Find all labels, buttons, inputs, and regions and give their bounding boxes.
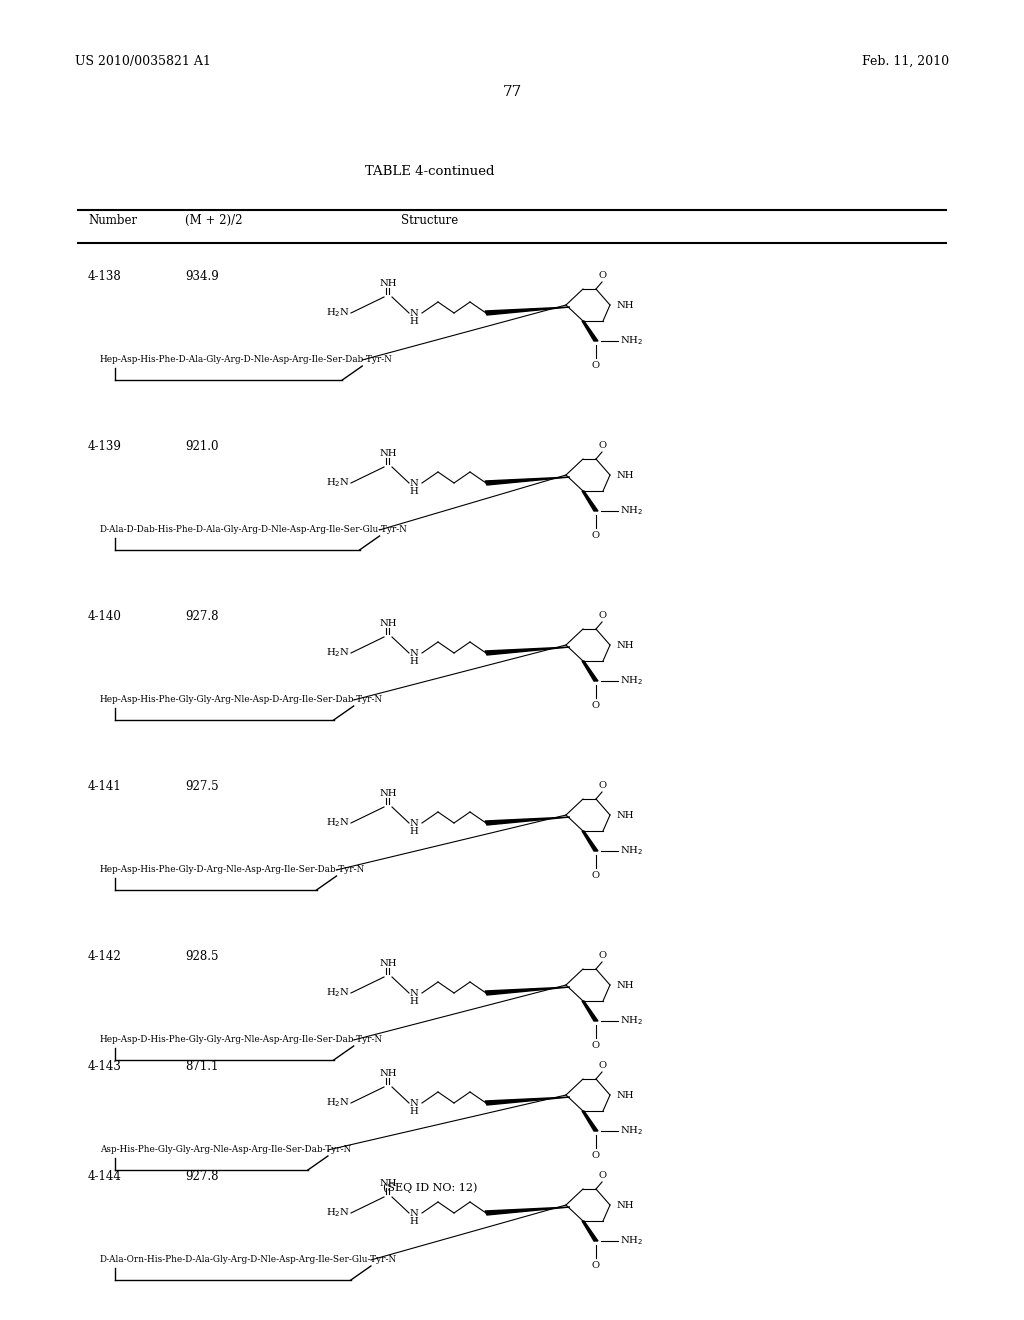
Text: H: H: [410, 828, 419, 837]
Text: TABLE 4-continued: TABLE 4-continued: [366, 165, 495, 178]
Text: N: N: [410, 1098, 419, 1107]
Polygon shape: [582, 661, 598, 681]
Text: N: N: [410, 818, 419, 828]
Text: 4-141: 4-141: [88, 780, 122, 793]
Text: H: H: [410, 1107, 419, 1117]
Text: US 2010/0035821 A1: US 2010/0035821 A1: [75, 55, 211, 69]
Text: Number: Number: [88, 214, 137, 227]
Text: N: N: [410, 479, 419, 487]
Text: Hep-Asp-His-Phe-Gly-D-Arg-Nle-Asp-Arg-Ile-Ser-Dab-Tyr-N: Hep-Asp-His-Phe-Gly-D-Arg-Nle-Asp-Arg-Il…: [100, 866, 366, 874]
Text: H: H: [410, 657, 419, 667]
Text: 4-139: 4-139: [88, 440, 122, 453]
Polygon shape: [485, 308, 570, 315]
Text: NH$_2$: NH$_2$: [620, 334, 643, 347]
Text: H$_2$N: H$_2$N: [326, 986, 350, 999]
Text: H$_2$N: H$_2$N: [326, 647, 350, 660]
Text: 4-144: 4-144: [88, 1170, 122, 1183]
Text: H$_2$N: H$_2$N: [326, 1097, 350, 1109]
Polygon shape: [485, 477, 570, 484]
Text: NH: NH: [379, 279, 396, 288]
Text: N: N: [410, 648, 419, 657]
Text: O: O: [599, 610, 607, 619]
Text: 928.5: 928.5: [185, 950, 218, 964]
Text: NH: NH: [379, 619, 396, 627]
Text: N: N: [410, 309, 419, 318]
Polygon shape: [582, 1221, 598, 1241]
Text: Hep-Asp-His-Phe-Gly-Gly-Arg-Nle-Asp-D-Arg-Ile-Ser-Dab-Tyr-N: Hep-Asp-His-Phe-Gly-Gly-Arg-Nle-Asp-D-Ar…: [100, 696, 383, 705]
Text: O: O: [599, 441, 607, 450]
Polygon shape: [485, 647, 570, 655]
Text: D-Ala-D-Dab-His-Phe-D-Ala-Gly-Arg-D-Nle-Asp-Arg-Ile-Ser-Glu-Tyr-N: D-Ala-D-Dab-His-Phe-D-Ala-Gly-Arg-D-Nle-…: [100, 525, 408, 535]
Text: NH: NH: [379, 1179, 396, 1188]
Text: NH: NH: [379, 788, 396, 797]
Text: H$_2$N: H$_2$N: [326, 817, 350, 829]
Text: Structure: Structure: [401, 214, 459, 227]
Polygon shape: [485, 1206, 570, 1214]
Text: N: N: [410, 989, 419, 998]
Text: O: O: [599, 1060, 607, 1069]
Text: O: O: [599, 271, 607, 280]
Text: O: O: [592, 1262, 600, 1270]
Text: N: N: [410, 1209, 419, 1217]
Text: O: O: [599, 780, 607, 789]
Text: NH: NH: [616, 1090, 634, 1100]
Polygon shape: [582, 321, 598, 341]
Text: NH: NH: [616, 1200, 634, 1209]
Text: 927.5: 927.5: [185, 780, 219, 793]
Text: O: O: [592, 1151, 600, 1160]
Text: NH: NH: [616, 640, 634, 649]
Text: NH$_2$: NH$_2$: [620, 675, 643, 688]
Text: Hep-Asp-His-Phe-D-Ala-Gly-Arg-D-Nle-Asp-Arg-Ile-Ser-Dab-Tyr-N: Hep-Asp-His-Phe-D-Ala-Gly-Arg-D-Nle-Asp-…: [100, 355, 393, 364]
Text: NH: NH: [616, 470, 634, 479]
Text: 927.8: 927.8: [185, 610, 218, 623]
Text: H: H: [410, 487, 419, 496]
Text: H$_2$N: H$_2$N: [326, 1206, 350, 1220]
Text: NH$_2$: NH$_2$: [620, 1015, 643, 1027]
Text: 4-142: 4-142: [88, 950, 122, 964]
Text: O: O: [592, 1041, 600, 1051]
Polygon shape: [582, 1111, 598, 1131]
Text: O: O: [592, 871, 600, 880]
Polygon shape: [485, 817, 570, 825]
Text: 927.8: 927.8: [185, 1170, 218, 1183]
Polygon shape: [582, 1001, 598, 1020]
Text: 934.9: 934.9: [185, 271, 219, 282]
Text: NH$_2$: NH$_2$: [620, 1234, 643, 1247]
Text: 4-143: 4-143: [88, 1060, 122, 1073]
Text: NH: NH: [616, 810, 634, 820]
Text: NH: NH: [379, 958, 396, 968]
Text: (M + 2)/2: (M + 2)/2: [185, 214, 243, 227]
Text: NH: NH: [379, 1068, 396, 1077]
Text: Asp-His-Phe-Gly-Gly-Arg-Nle-Asp-Arg-Ile-Ser-Dab-Tyr-N: Asp-His-Phe-Gly-Gly-Arg-Nle-Asp-Arg-Ile-…: [100, 1146, 351, 1155]
Text: (SEQ ID NO: 12): (SEQ ID NO: 12): [383, 1181, 477, 1192]
Text: O: O: [599, 950, 607, 960]
Text: H: H: [410, 998, 419, 1006]
Text: NH$_2$: NH$_2$: [620, 504, 643, 517]
Text: H: H: [410, 318, 419, 326]
Text: D-Ala-Orn-His-Phe-D-Ala-Gly-Arg-D-Nle-Asp-Arg-Ile-Ser-Glu-Tyr-N: D-Ala-Orn-His-Phe-D-Ala-Gly-Arg-D-Nle-As…: [100, 1255, 397, 1265]
Text: Feb. 11, 2010: Feb. 11, 2010: [862, 55, 949, 69]
Text: NH: NH: [379, 449, 396, 458]
Text: O: O: [592, 701, 600, 710]
Text: H: H: [410, 1217, 419, 1226]
Text: O: O: [599, 1171, 607, 1180]
Text: H$_2$N: H$_2$N: [326, 306, 350, 319]
Text: NH: NH: [616, 981, 634, 990]
Text: 871.1: 871.1: [185, 1060, 218, 1073]
Polygon shape: [485, 1097, 570, 1105]
Text: Hep-Asp-D-His-Phe-Gly-Gly-Arg-Nle-Asp-Arg-Ile-Ser-Dab-Tyr-N: Hep-Asp-D-His-Phe-Gly-Gly-Arg-Nle-Asp-Ar…: [100, 1035, 383, 1044]
Text: O: O: [592, 532, 600, 540]
Text: O: O: [592, 362, 600, 371]
Text: H$_2$N: H$_2$N: [326, 477, 350, 490]
Text: 4-138: 4-138: [88, 271, 122, 282]
Polygon shape: [582, 832, 598, 851]
Text: 77: 77: [503, 84, 521, 99]
Text: NH$_2$: NH$_2$: [620, 845, 643, 858]
Polygon shape: [582, 491, 598, 511]
Polygon shape: [485, 987, 570, 995]
Text: NH: NH: [616, 301, 634, 309]
Text: 921.0: 921.0: [185, 440, 218, 453]
Text: NH$_2$: NH$_2$: [620, 1125, 643, 1138]
Text: 4-140: 4-140: [88, 610, 122, 623]
